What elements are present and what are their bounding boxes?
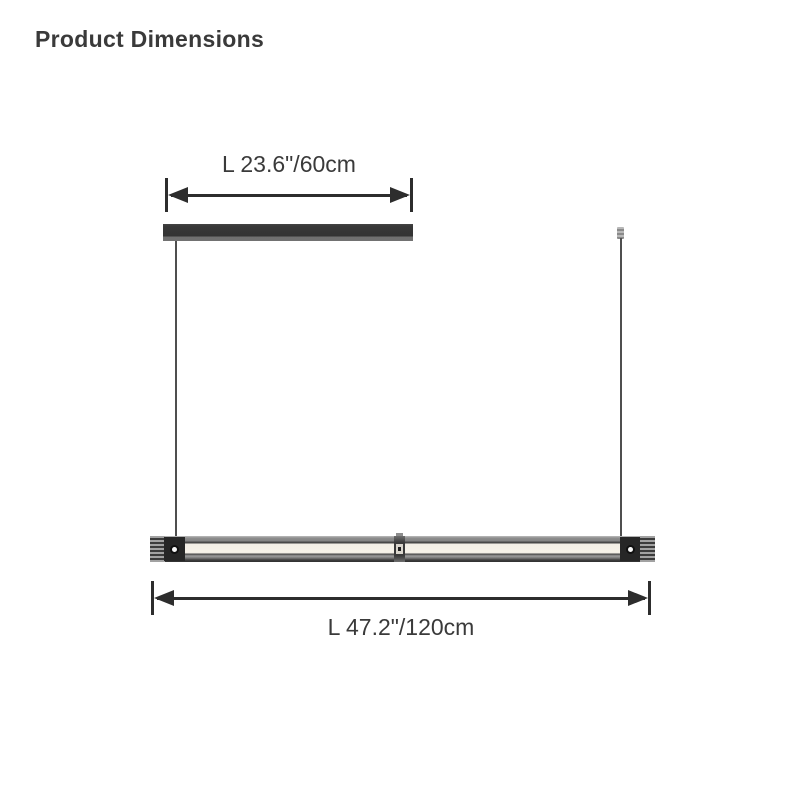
suspension-wire-right xyxy=(620,238,622,537)
dimension-line xyxy=(171,193,407,197)
arrowhead-right-icon xyxy=(628,590,648,606)
linear-pendant-fixture xyxy=(150,533,655,562)
arrowhead-left-icon xyxy=(154,590,174,606)
fixture-center-joint xyxy=(394,536,405,562)
fixture-length-label: L 47.2"/120cm xyxy=(327,614,475,640)
dimension-tick-left xyxy=(151,581,154,615)
page-title: Product Dimensions xyxy=(35,26,265,52)
dimension-tick-left xyxy=(165,178,168,212)
center-joint-dot xyxy=(398,547,401,551)
suspension-wire-right-cap xyxy=(617,227,624,239)
canopy-dimension-arrow-icon xyxy=(165,178,413,212)
screw-icon xyxy=(172,546,177,552)
fixture-dimension-arrow-icon xyxy=(151,581,651,615)
dimension-line xyxy=(157,596,645,600)
dimension-tick-right xyxy=(410,178,413,212)
wire-connector-left xyxy=(164,537,185,561)
center-joint-tab xyxy=(396,533,403,536)
fixture-end-cap-right xyxy=(640,536,655,562)
arrowhead-left-icon xyxy=(168,187,188,203)
wire-connector-right xyxy=(620,537,641,561)
fixture-end-cap-left xyxy=(150,536,165,562)
ceiling-canopy-bar xyxy=(163,224,413,241)
dimension-tick-right xyxy=(648,581,651,615)
suspension-wire-left xyxy=(175,241,177,537)
arrowhead-right-icon xyxy=(390,187,410,203)
screw-icon xyxy=(628,546,633,552)
canopy-length-label: L 23.6"/60cm xyxy=(222,151,356,177)
